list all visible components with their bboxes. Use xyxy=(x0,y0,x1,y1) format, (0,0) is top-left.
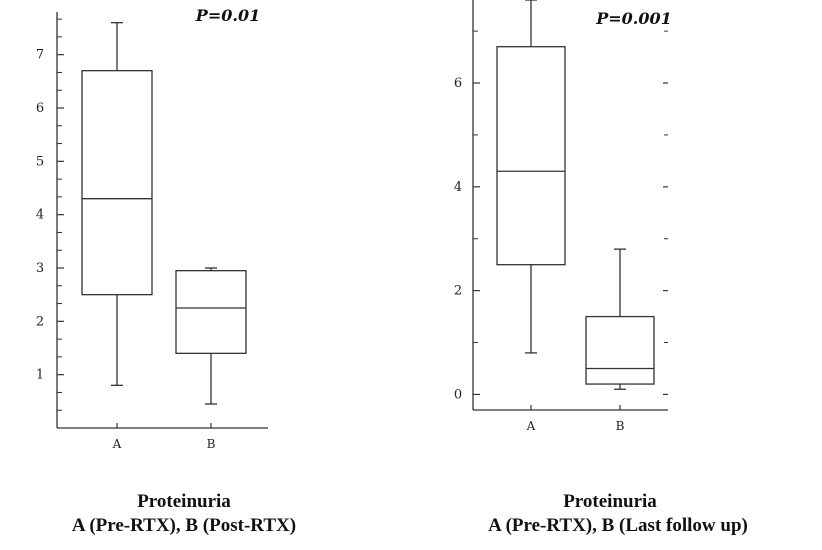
x-tick-label: A xyxy=(112,437,122,451)
box-A xyxy=(496,46,566,266)
y-tick-label: 3 xyxy=(36,261,44,276)
right-p-value: P=0.001 xyxy=(595,9,672,28)
left-p-value: P=0.01 xyxy=(195,6,260,25)
left-caption-subtitle: A (Pre-RTX), B (Post-RTX) xyxy=(72,515,296,536)
left-caption-title: Proteinuria xyxy=(137,491,231,512)
box-B xyxy=(175,270,247,354)
box-B xyxy=(585,315,655,385)
y-tick-label: 2 xyxy=(36,314,44,329)
x-tick-label: B xyxy=(616,419,625,433)
y-tick-label: 6 xyxy=(36,101,44,116)
y-tick-label: 1 xyxy=(36,368,44,383)
left-boxplot-panel: P=0.01 Proteinuria A (Pre-RTX), B (Post-… xyxy=(36,6,296,536)
right-boxplot-panel: P=0.001 Proteinuria A (Pre-RTX), B (Last… xyxy=(454,0,748,536)
right-caption-subtitle: A (Pre-RTX), B (Last follow up) xyxy=(488,515,748,536)
y-tick-label: 7 xyxy=(36,48,44,63)
box-A xyxy=(81,70,153,296)
x-tick-label: A xyxy=(526,419,536,433)
y-tick-label: 4 xyxy=(454,180,462,195)
x-tick-label: B xyxy=(207,437,216,451)
y-tick-label: 5 xyxy=(36,154,44,169)
y-tick-label: 4 xyxy=(36,208,44,223)
y-tick-label: 0 xyxy=(454,387,462,402)
y-tick-label: 2 xyxy=(454,284,462,299)
right-caption-title: Proteinuria xyxy=(563,491,657,512)
y-tick-label: 6 xyxy=(454,76,462,91)
